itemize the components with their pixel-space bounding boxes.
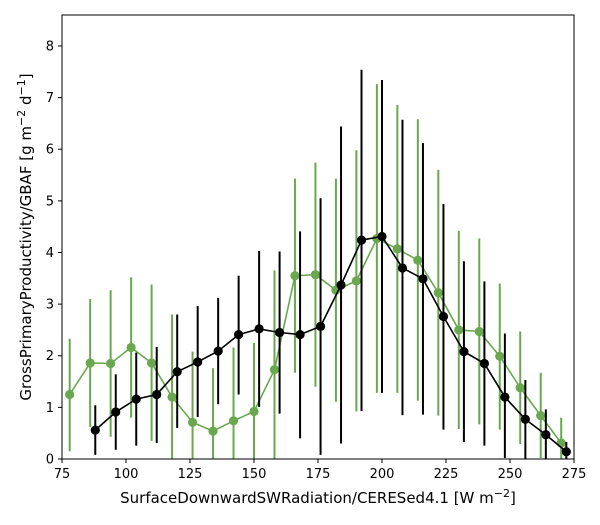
black-data-point [315, 321, 326, 331]
green-data-point [65, 389, 75, 400]
x-axis: 75 100 125 150 175 200 225 250 275 [54, 459, 587, 482]
black-data-point [131, 394, 141, 404]
green-data-point [249, 406, 259, 417]
y-tick-label: 8 [46, 39, 54, 54]
series-green [65, 84, 566, 459]
black-data-point [356, 235, 367, 245]
green-data-point [85, 358, 95, 368]
series-black [90, 69, 571, 459]
y-tick-label: 6 [46, 143, 54, 158]
x-axis-label: SurfaceDownwardSWRadiation/CERESed4.1 [W… [120, 487, 516, 507]
y-axis-label-superscript-2: −1 [15, 79, 28, 95]
black-data-point [336, 280, 346, 290]
green-data-point [147, 358, 157, 368]
black-series-line [94, 235, 567, 453]
y-tick-label: 2 [46, 349, 54, 364]
x-tick-label: 125 [178, 467, 203, 482]
green-data-point [290, 271, 300, 281]
black-data-point [459, 347, 469, 357]
y-axis: 0 1 2 3 4 5 6 7 8 [46, 39, 62, 468]
green-data-point [454, 325, 464, 335]
plot-area [61, 14, 575, 460]
green-data-point [187, 417, 198, 427]
x-tick-label: 175 [306, 467, 331, 482]
y-tick-label: 5 [46, 194, 54, 209]
x-tick-label: 250 [498, 467, 523, 482]
black-data-point [541, 430, 551, 440]
y-tick-label: 7 [46, 91, 54, 106]
y-tick-label: 4 [46, 246, 54, 261]
black-data-point [397, 263, 408, 273]
black-data-point [275, 327, 285, 338]
black-data-point [152, 389, 162, 400]
black-data-point [500, 392, 510, 402]
y-axis-label-mid: d [17, 96, 35, 110]
black-data-point [520, 414, 530, 424]
y-tick-label: 1 [46, 401, 54, 416]
green-data-point [392, 244, 402, 254]
green-data-point [310, 270, 321, 280]
black-data-point [111, 407, 121, 417]
black-data-point [213, 346, 223, 356]
black-data-point [479, 358, 489, 369]
green-data-point [351, 276, 361, 286]
x-tick-label: 150 [242, 467, 267, 482]
y-axis-label-end: ] [17, 73, 35, 79]
x-tick-label: 200 [370, 467, 395, 482]
green-data-point [515, 383, 525, 393]
series-layer [65, 69, 571, 459]
green-data-point [413, 255, 423, 265]
y-axis-label-main: GrossPrimaryProductivity/GBAF [g m [17, 126, 35, 401]
black-data-point [295, 329, 305, 340]
black-data-point [254, 324, 264, 334]
x-axis-label-main: SurfaceDownwardSWRadiation/CERESed4.1 [W… [120, 489, 494, 507]
x-tick-label: 75 [54, 467, 71, 482]
green-data-point [433, 288, 443, 298]
green-data-point [536, 411, 546, 421]
green-data-point [126, 342, 136, 353]
black-data-point [172, 367, 182, 377]
green-data-point [474, 326, 484, 337]
x-axis-label-end: ] [510, 489, 516, 507]
black-data-point [561, 447, 571, 457]
black-data-point [418, 274, 428, 284]
x-axis-label-superscript: −2 [494, 487, 510, 500]
x-tick-label: 100 [114, 467, 139, 482]
green-data-point [106, 358, 116, 369]
y-tick-label: 0 [46, 453, 54, 468]
green-data-point [208, 426, 218, 436]
black-data-point [90, 425, 100, 435]
green-data-point [495, 351, 505, 361]
black-data-point [377, 231, 387, 242]
green-data-point [228, 416, 239, 426]
black-data-point [234, 329, 244, 340]
black-data-point [193, 357, 203, 367]
y-tick-label: 3 [46, 298, 54, 313]
y-axis-label-superscript-1: −2 [15, 110, 28, 126]
x-tick-label: 275 [562, 467, 587, 482]
green-data-point [556, 438, 566, 448]
y-axis-label: GrossPrimaryProductivity/GBAF [g m−2 d−1… [15, 73, 35, 400]
green-data-point [269, 365, 280, 375]
black-data-point [438, 311, 449, 322]
green-data-point [167, 392, 177, 402]
x-tick-label: 225 [434, 467, 459, 482]
